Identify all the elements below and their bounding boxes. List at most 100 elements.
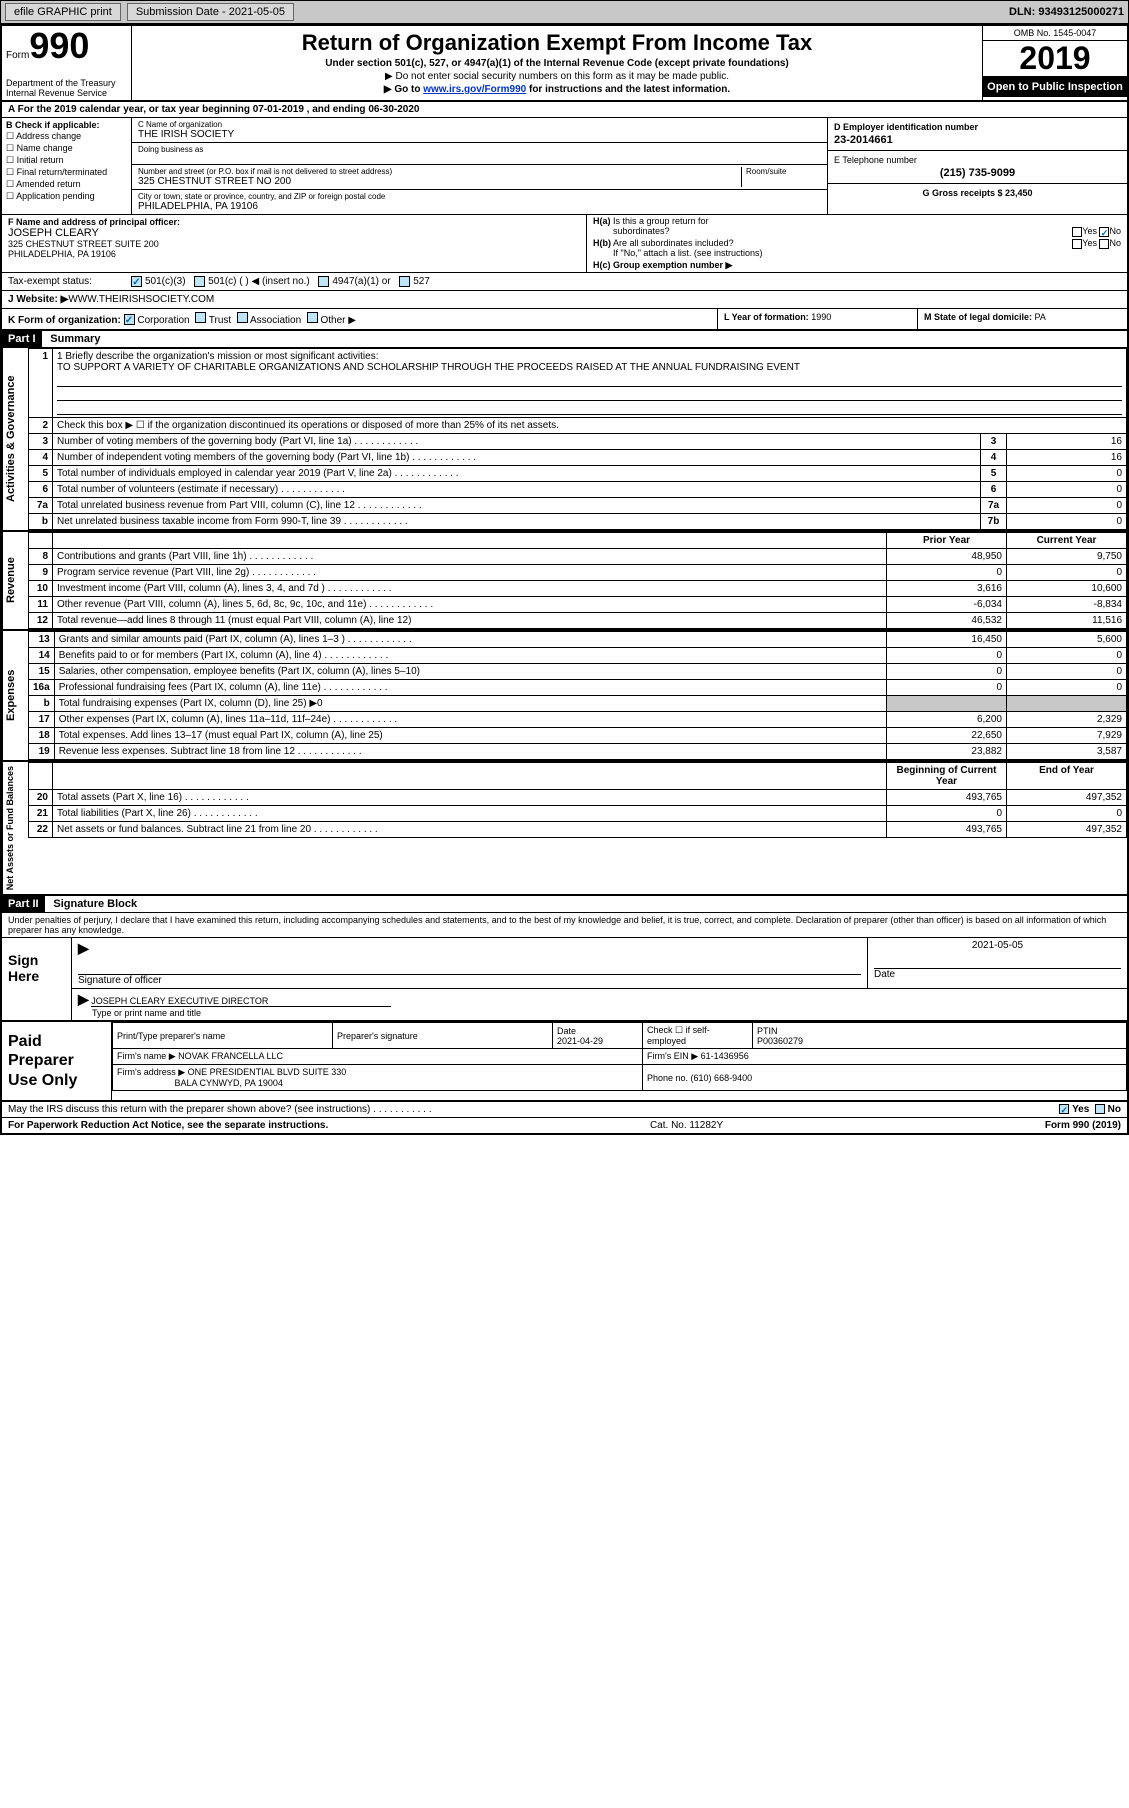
- discuss-text: May the IRS discuss this return with the…: [8, 1104, 1059, 1115]
- chk-name[interactable]: ☐ Name change: [6, 143, 127, 154]
- row-15: 15Salaries, other compensation, employee…: [29, 664, 1127, 680]
- r20-cy: 497,352: [1007, 790, 1127, 806]
- r10-cy: 10,600: [1007, 581, 1127, 597]
- prep-date-cell: Date2021-04-29: [553, 1023, 643, 1049]
- city-row: City or town, state or province, country…: [132, 190, 827, 214]
- r16b-py: [887, 696, 1007, 712]
- chk-initial-label: Initial return: [17, 155, 64, 165]
- status-501c3[interactable]: ✓: [131, 276, 142, 287]
- gov-section: Activities & Governance 1 1 Briefly desc…: [2, 348, 1127, 532]
- chk-address-label: Address change: [16, 131, 81, 141]
- chk-initial[interactable]: ☐ Initial return: [6, 155, 127, 166]
- declaration: Under penalties of perjury, I declare th…: [2, 913, 1127, 938]
- chk-final[interactable]: ☐ Final return/terminated: [6, 167, 127, 178]
- row-8: 8Contributions and grants (Part VIII, li…: [29, 549, 1127, 565]
- m-col: M State of legal domicile: PA: [917, 309, 1127, 329]
- row-19: 19Revenue less expenses. Subtract line 1…: [29, 744, 1127, 760]
- status-4947[interactable]: [318, 276, 329, 287]
- r19-d: Revenue less expenses. Subtract line 18 …: [54, 744, 886, 760]
- addr-label: Number and street (or P.O. box if mail i…: [138, 167, 741, 176]
- r14-d: Benefits paid to or for members (Part IX…: [54, 648, 886, 664]
- open-public: Open to Public Inspection: [983, 77, 1127, 97]
- status-527[interactable]: [399, 276, 410, 287]
- row-5: 5Total number of individuals employed in…: [29, 466, 1127, 482]
- r22-n: 22: [29, 822, 53, 838]
- website-value: WWW.THEIRISHSOCIETY.COM: [68, 294, 214, 305]
- ha-yes[interactable]: [1072, 227, 1082, 237]
- efile-button[interactable]: efile GRAPHIC print: [5, 3, 121, 21]
- firm-phone-cell: Phone no. (610) 668-9400: [643, 1065, 1127, 1091]
- irs-link[interactable]: www.irs.gov/Form990: [423, 84, 526, 95]
- firm-phone: (610) 668-9400: [691, 1073, 753, 1083]
- prep-selfemp[interactable]: Check ☐ if self-employed: [643, 1023, 753, 1049]
- signature-section: Under penalties of perjury, I declare th…: [2, 913, 1127, 1022]
- k-opt-3: Other ▶: [320, 315, 355, 326]
- omb-number: OMB No. 1545-0047: [983, 26, 1127, 41]
- r21-n: 21: [29, 806, 53, 822]
- form-number: 990: [29, 25, 89, 66]
- sig-date-label: Date: [874, 969, 895, 980]
- typed-name: JOSEPH CLEARY EXECUTIVE DIRECTOR: [91, 996, 391, 1007]
- phone-label: Phone no.: [647, 1073, 691, 1083]
- chk-address[interactable]: ☐ Address change: [6, 131, 127, 142]
- r16a-n: 16a: [29, 680, 55, 696]
- row-12: 12Total revenue—add lines 8 through 11 (…: [29, 613, 1127, 629]
- hb-no-label: No: [1109, 238, 1121, 248]
- officer-sig: ▶ Signature of officer: [72, 938, 867, 988]
- l-col: L Year of formation: 1990: [717, 309, 917, 329]
- footer-row: For Paperwork Reduction Act Notice, see …: [2, 1117, 1127, 1133]
- r9-d: Program service revenue (Part VIII, line…: [53, 565, 887, 581]
- q2-cell: Check this box ▶ ☐ if the organization d…: [53, 418, 1127, 434]
- r13-d: Grants and similar amounts paid (Part IX…: [54, 632, 886, 648]
- dba-label: Doing business as: [138, 145, 821, 154]
- dln-label: DLN:: [1009, 6, 1038, 18]
- discuss-yesno: ✓ Yes No: [1059, 1104, 1121, 1115]
- hb-no[interactable]: [1099, 239, 1109, 249]
- l-value: 1990: [811, 312, 831, 322]
- status-501c[interactable]: [194, 276, 205, 287]
- k-assoc[interactable]: [237, 312, 248, 323]
- ha-no[interactable]: ✓: [1099, 227, 1109, 237]
- r7b-v: 0: [1007, 514, 1127, 530]
- r21-d: Total liabilities (Part X, line 26): [53, 806, 887, 822]
- b-label: B Check if applicable:: [6, 120, 127, 130]
- k-opt-1: Trust: [209, 315, 231, 326]
- q1-label: 1 Briefly describe the organization's mi…: [57, 351, 1122, 362]
- r3-v: 16: [1007, 434, 1127, 450]
- gov-sidecol: Activities & Governance: [2, 348, 28, 530]
- k-trust[interactable]: [195, 312, 206, 323]
- r3-b: 3: [981, 434, 1007, 450]
- hb-yes[interactable]: [1072, 239, 1082, 249]
- chk-amended[interactable]: ☐ Amended return: [6, 179, 127, 190]
- form-ref: Form 990 (2019): [1045, 1120, 1121, 1131]
- r22-py: 493,765: [887, 822, 1007, 838]
- r19-py: 23,882: [887, 744, 1007, 760]
- ha-line: H(a) Is this a group return for subordin…: [587, 215, 1127, 237]
- firm-addr-cell: Firm's address ▶ ONE PRESIDENTIAL BLVD S…: [113, 1065, 643, 1091]
- r8-py: 48,950: [887, 549, 1007, 565]
- chk-pending[interactable]: ☐ Application pending: [6, 191, 127, 202]
- prep-date-label: Date: [557, 1026, 576, 1036]
- status-label: Tax-exempt status:: [8, 276, 128, 287]
- r15-d: Salaries, other compensation, employee b…: [54, 664, 886, 680]
- discuss-yes[interactable]: ✓: [1059, 1104, 1069, 1114]
- r18-d: Total expenses. Add lines 13–17 (must eq…: [54, 728, 886, 744]
- status-opt-2: 4947(a)(1) or: [332, 276, 390, 287]
- r8-n: 8: [29, 549, 53, 565]
- r6-b: 6: [981, 482, 1007, 498]
- k-other[interactable]: [307, 312, 318, 323]
- r7b-d: Net unrelated business taxable income fr…: [53, 514, 981, 530]
- r4-v: 16: [1007, 450, 1127, 466]
- hb-line: H(b) Are all subordinates included? Yes …: [587, 237, 1127, 259]
- submission-date-button[interactable]: Submission Date - 2021-05-05: [127, 3, 294, 21]
- rev-sidecol: Revenue: [2, 532, 28, 629]
- gross-value: 23,450: [1005, 188, 1033, 198]
- discuss-no[interactable]: [1095, 1104, 1105, 1114]
- preparer-body: Print/Type preparer's name Preparer's si…: [112, 1022, 1127, 1100]
- r7a-d: Total unrelated business revenue from Pa…: [53, 498, 981, 514]
- r19-cy: 3,587: [1007, 744, 1127, 760]
- row-16b: bTotal fundraising expenses (Part IX, co…: [29, 696, 1127, 712]
- r16a-d: Professional fundraising fees (Part IX, …: [54, 680, 886, 696]
- prep-sig-label: Preparer's signature: [333, 1023, 553, 1049]
- k-corp[interactable]: ✓: [124, 314, 135, 325]
